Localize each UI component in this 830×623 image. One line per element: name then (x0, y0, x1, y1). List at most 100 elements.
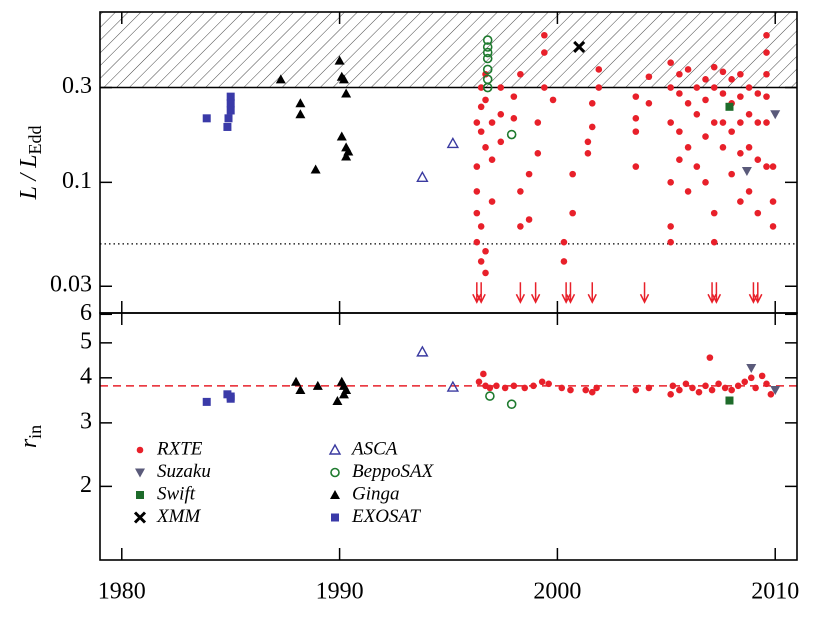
data-point (747, 374, 755, 382)
data-point (477, 128, 485, 135)
data-point (710, 209, 718, 217)
plot-frame (99, 312, 798, 561)
data-point (684, 144, 692, 151)
data-point (341, 88, 352, 98)
y-tick-label: 0.3 (62, 73, 92, 99)
data-point (752, 384, 759, 392)
data-point (223, 122, 232, 131)
hatched-region (100, 12, 797, 88)
data-point (684, 66, 692, 73)
data-point (645, 99, 653, 107)
data-point (497, 138, 505, 146)
data-point (632, 128, 640, 135)
data-point (517, 70, 524, 78)
data-point (632, 93, 640, 100)
data-point (710, 63, 718, 71)
data-point (745, 144, 753, 151)
data-point (725, 396, 734, 405)
data-point (549, 96, 557, 104)
data-point (569, 170, 576, 178)
data-point (446, 136, 460, 149)
data-point (769, 163, 777, 170)
data-point (446, 380, 460, 392)
data-point (558, 384, 566, 392)
data-point (482, 96, 489, 104)
data-point (338, 74, 349, 84)
data-point (477, 84, 485, 91)
data-point (763, 163, 770, 170)
data-point (763, 70, 770, 78)
upper-limit-arrow (753, 282, 763, 304)
data-point (310, 164, 321, 174)
data-point (295, 98, 306, 108)
data-point (517, 188, 524, 195)
data-point (745, 111, 753, 118)
data-point (725, 102, 734, 111)
data-point (728, 170, 735, 178)
data-point (510, 382, 518, 390)
x-tick-label: 2010 (751, 579, 799, 605)
data-point (741, 378, 749, 386)
data-point (719, 144, 727, 151)
legend-label: Ginga (352, 483, 400, 504)
data-point (477, 103, 485, 111)
data-point (770, 386, 781, 396)
upper-limit-arrow (748, 282, 759, 304)
legend-label: RXTE (156, 438, 203, 459)
data-point (567, 386, 574, 394)
data-point (482, 82, 493, 93)
data-point (763, 93, 770, 100)
data-point (715, 380, 722, 388)
data-point (485, 391, 495, 401)
data-point (754, 90, 762, 97)
data-point (482, 42, 493, 52)
data-point (295, 385, 306, 395)
data-point (702, 133, 709, 140)
data-point (595, 66, 603, 73)
data-point (593, 384, 600, 392)
upper-limit-arrow (711, 282, 722, 304)
data-point (667, 119, 674, 126)
data-point (291, 376, 302, 386)
data-point (676, 70, 683, 78)
data-point (569, 209, 576, 217)
data-point (710, 238, 718, 246)
data-point (488, 198, 496, 205)
data-point (669, 382, 677, 390)
data-point (767, 391, 775, 398)
data-point (416, 170, 429, 183)
y-tick-label: 0.03 (50, 272, 92, 298)
data-point (482, 35, 493, 45)
data-point (684, 188, 692, 195)
data-point (706, 354, 714, 361)
data-point (482, 47, 493, 58)
upper-limit-arrow (707, 282, 717, 304)
data-point (295, 109, 306, 119)
data-point (754, 209, 762, 217)
data-point (312, 380, 323, 390)
data-point (473, 163, 481, 170)
data-point (517, 223, 524, 230)
data-point (541, 49, 548, 56)
data-point (769, 198, 777, 205)
data-point (754, 156, 762, 164)
data-point (506, 399, 517, 409)
data-point (754, 119, 762, 126)
legend-label: BeppoSAX (352, 461, 435, 482)
data-point (482, 247, 489, 255)
legend-marker (135, 468, 145, 478)
data-point (275, 74, 286, 84)
data-point (475, 378, 483, 386)
data-point (693, 84, 701, 91)
data-point (695, 388, 703, 396)
data-point (202, 397, 211, 406)
data-point (758, 372, 766, 380)
data-point (336, 376, 347, 386)
legend-label: ASCA (350, 438, 398, 459)
data-point (632, 115, 640, 122)
data-point (667, 223, 674, 230)
data-point (226, 92, 235, 101)
data-point (488, 119, 496, 126)
data-point (746, 363, 757, 373)
